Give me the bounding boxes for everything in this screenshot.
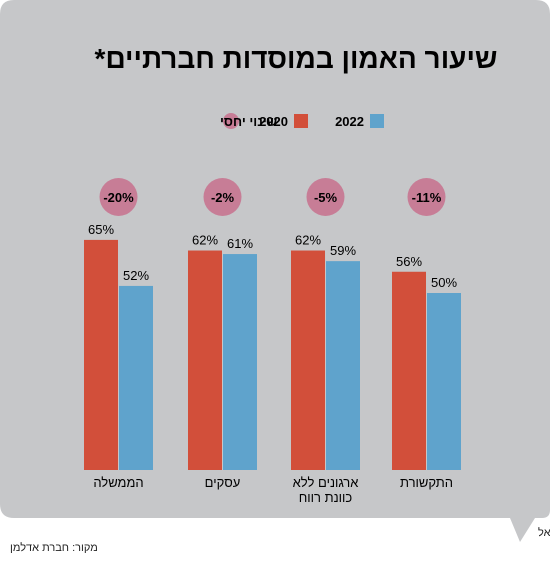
data-label-2022-2: 59% <box>330 243 356 258</box>
legend-label-2020: 2020 <box>259 114 288 129</box>
relative-change-label-0: -20% <box>103 190 134 205</box>
category-label-2-0: ארגונים ללא <box>293 475 359 490</box>
category-label-1-0: עסקים <box>205 475 241 490</box>
speech-bubble-background <box>0 0 550 542</box>
bar-2020-1 <box>188 250 222 470</box>
legend: 2022 2020 שינוי יחסי <box>220 113 384 129</box>
legend-swatch-2020 <box>294 114 308 128</box>
bar-2020-2 <box>291 250 325 470</box>
data-label-2022-3: 50% <box>431 275 457 290</box>
source-credit: מקור: חברת אדלמן <box>10 542 98 554</box>
legend-label-relative-change: שינוי יחסי <box>220 114 277 129</box>
data-label-2020-1: 62% <box>192 233 218 248</box>
bar-2020-3 <box>392 271 426 470</box>
bar-2022-1 <box>223 254 257 470</box>
relative-change-label-2: -5% <box>314 190 338 205</box>
footnote: *סקר שנערך ב־27 מדינות, לא כולל ישראל <box>538 526 550 539</box>
data-label-2022-0: 52% <box>123 268 149 283</box>
relative-change-badge-0 <box>99 178 138 216</box>
category-label-2-1: כוונת רווח <box>299 490 353 505</box>
chart-marks: 65% 52% -20% הממשלה 62% 61% -2% עסקים 62% 59% -5% א… <box>84 178 461 505</box>
bar-2022-2 <box>326 261 360 470</box>
data-label-2022-1: 61% <box>227 236 253 251</box>
bar-2020-0 <box>84 239 118 470</box>
relative-change-badge-1 <box>203 178 242 216</box>
data-label-2020-0: 65% <box>88 222 114 237</box>
category-label-0-0: הממשלה <box>93 475 143 490</box>
legend-swatch-2022 <box>370 114 384 128</box>
relative-change-badge-3 <box>407 178 446 216</box>
category-label-3-0: התקשורת <box>400 475 453 490</box>
relative-change-badge-2 <box>306 178 345 216</box>
bar-2022-0 <box>119 285 153 470</box>
legend-swatch-relative-change <box>223 113 239 129</box>
bar-2022-3 <box>427 293 461 470</box>
relative-change-label-3: -11% <box>412 190 442 205</box>
chart-title: שיעור האמון במוסדות חברתיים* <box>95 43 498 74</box>
relative-change-label-1: -2% <box>211 190 235 205</box>
data-label-2020-2: 62% <box>295 233 321 248</box>
data-label-2020-3: 56% <box>396 254 422 269</box>
legend-label-2022: 2022 <box>335 114 364 129</box>
